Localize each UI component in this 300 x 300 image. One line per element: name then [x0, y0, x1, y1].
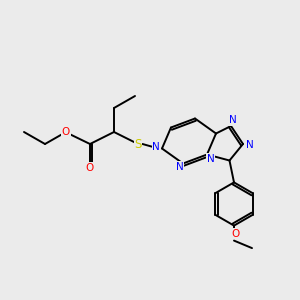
Text: S: S — [134, 137, 142, 151]
Text: N: N — [152, 142, 160, 152]
Text: N: N — [246, 140, 254, 151]
Text: N: N — [229, 115, 236, 125]
Text: O: O — [231, 229, 240, 239]
Text: N: N — [207, 154, 214, 164]
Text: O: O — [86, 163, 94, 173]
Text: N: N — [176, 161, 184, 172]
Text: O: O — [62, 127, 70, 137]
